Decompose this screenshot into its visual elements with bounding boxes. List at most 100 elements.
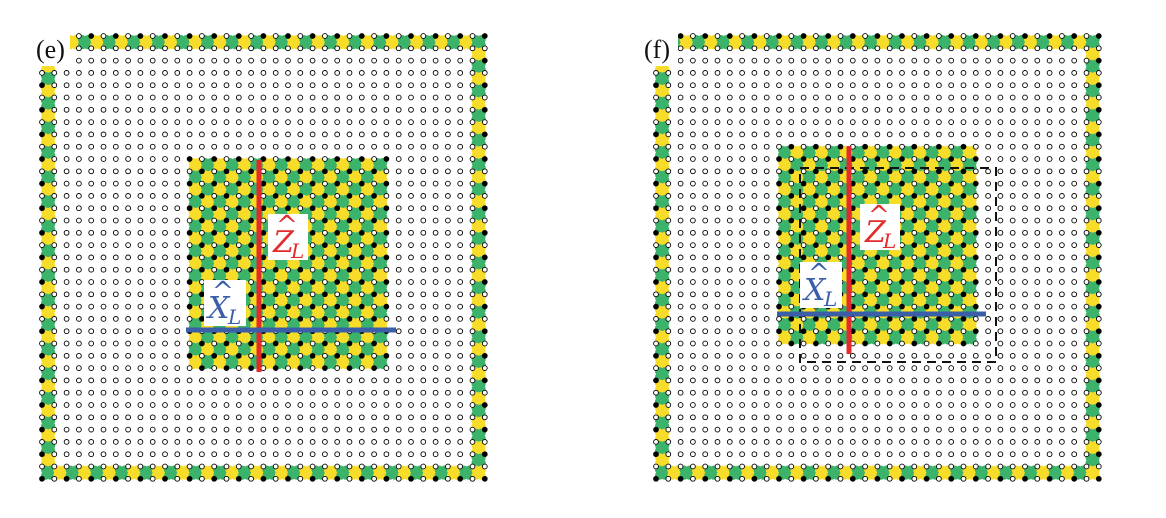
qubit-dot	[457, 266, 464, 273]
qubit-dot	[63, 168, 70, 175]
qubit-dot	[445, 463, 451, 470]
qubit-dot	[653, 193, 659, 199]
qubit-dot	[653, 229, 659, 236]
qubit-dot	[186, 143, 193, 150]
qubit-dot	[76, 254, 82, 261]
qubit-dot	[457, 414, 464, 421]
qubit-dot	[199, 451, 205, 458]
qubit-dot	[677, 389, 684, 396]
qubit-dot	[100, 279, 107, 285]
qubit-dot	[162, 316, 168, 322]
qubit-dot	[714, 45, 721, 52]
qubit-dot	[432, 463, 439, 470]
qubit-dot	[162, 365, 168, 371]
qubit-dot	[88, 131, 95, 138]
qubit-dot	[358, 45, 365, 52]
qubit-dot	[408, 389, 414, 396]
qubit-dot	[260, 340, 267, 347]
qubit-dot	[297, 131, 304, 138]
qubit-dot	[322, 340, 328, 347]
qubit-dot	[51, 414, 58, 421]
qubit-dot	[199, 279, 205, 285]
qubit-dot	[39, 119, 45, 125]
panel-f-lattice	[653, 33, 1102, 482]
qubit-dot	[457, 439, 464, 445]
qubit-dot	[776, 143, 782, 150]
qubit-dot	[469, 119, 476, 125]
qubit-dot	[235, 377, 242, 384]
qubit-dot	[726, 143, 733, 150]
qubit-dot	[260, 57, 267, 64]
qubit-dot	[763, 217, 770, 224]
qubit-dot	[457, 328, 464, 335]
qubit-dot	[186, 402, 193, 408]
qubit-dot	[481, 389, 488, 396]
qubit-dot	[677, 229, 684, 236]
qubit-dot	[297, 389, 304, 396]
qubit-dot	[481, 70, 488, 76]
qubit-dot	[88, 180, 95, 187]
qubit-dot	[420, 33, 427, 39]
qubit-dot	[100, 451, 107, 458]
qubit-dot	[260, 279, 267, 285]
qubit-dot	[199, 439, 205, 445]
qubit-dot	[653, 463, 659, 470]
qubit-dot	[776, 57, 782, 64]
qubit-dot	[199, 205, 205, 212]
qubit-dot	[665, 402, 672, 408]
qubit-dot	[653, 156, 659, 162]
qubit-dot	[322, 463, 328, 470]
qubit-dot	[309, 254, 316, 261]
qubit-dot	[395, 156, 402, 162]
qubit-dot	[334, 45, 341, 52]
qubit-dot	[739, 266, 745, 273]
qubit-dot	[714, 475, 721, 482]
qubit-dot	[248, 475, 254, 482]
qubit-dot	[469, 451, 476, 458]
qubit-dot	[248, 242, 254, 248]
qubit-dot	[371, 131, 377, 138]
qubit-dot	[235, 33, 242, 39]
qubit-dot	[174, 143, 181, 150]
qubit-dot	[88, 168, 95, 175]
qubit-dot	[235, 229, 242, 236]
qubit-dot	[457, 131, 464, 138]
qubit-dot	[272, 82, 279, 89]
qubit-dot	[125, 57, 131, 64]
qubit-dot	[677, 33, 684, 39]
qubit-dot	[726, 131, 733, 138]
qubit-dot	[432, 389, 439, 396]
qubit-dot	[653, 119, 659, 125]
qubit-dot	[272, 45, 279, 52]
qubit-dot	[763, 33, 770, 39]
qubit-dot	[726, 193, 733, 199]
qubit-dot	[481, 340, 488, 347]
qubit-dot	[186, 303, 193, 310]
qubit-dot	[137, 402, 144, 408]
qubit-dot	[162, 291, 168, 298]
qubit-dot	[272, 168, 279, 175]
qubit-dot	[186, 365, 193, 371]
qubit-dot	[420, 156, 427, 162]
qubit-dot	[457, 365, 464, 371]
qubit-dot	[63, 291, 70, 298]
qubit-dot	[149, 439, 156, 445]
qubit-dot	[371, 143, 377, 150]
qubit-dot	[763, 180, 770, 187]
qubit-dot	[739, 143, 745, 150]
qubit-dot	[395, 365, 402, 371]
qubit-dot	[346, 340, 353, 347]
qubit-dot	[690, 279, 696, 285]
qubit-dot	[677, 119, 684, 125]
qubit-dot	[763, 229, 770, 236]
qubit-dot	[260, 156, 267, 162]
qubit-dot	[100, 57, 107, 64]
qubit-dot	[112, 266, 119, 273]
qubit-dot	[149, 57, 156, 64]
qubit-dot	[162, 254, 168, 261]
qubit-dot	[334, 414, 341, 421]
qubit-dot	[199, 402, 205, 408]
qubit-dot	[445, 254, 451, 261]
qubit-dot	[714, 156, 721, 162]
qubit-dot	[763, 402, 770, 408]
